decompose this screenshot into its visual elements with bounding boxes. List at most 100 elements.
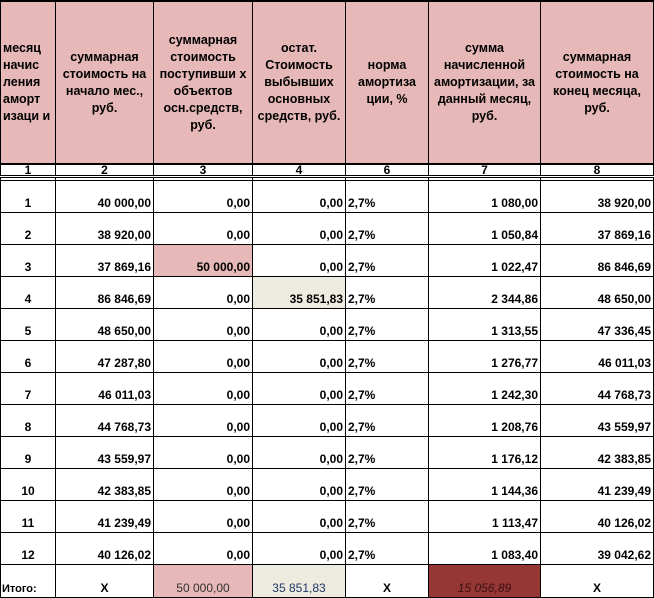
table-cell[interactable]: 37 869,16 [540, 212, 654, 245]
table-cell[interactable]: 86 846,69 [55, 276, 154, 309]
table-cell[interactable]: 2,7% [345, 500, 429, 533]
table-cell[interactable]: 2,7% [345, 244, 429, 277]
table-cell[interactable]: 12 [0, 532, 56, 565]
table-cell[interactable]: 86 846,69 [540, 244, 654, 277]
table-cell[interactable]: 2 344,86 [428, 276, 541, 309]
table-cell[interactable]: 7 [0, 372, 56, 405]
table-cell[interactable]: 38 920,00 [540, 180, 654, 213]
table-cell[interactable]: 0,00 [153, 340, 253, 373]
table-cell[interactable]: 44 768,73 [540, 372, 654, 405]
table-cell[interactable]: 2,7% [345, 532, 429, 565]
table-cell[interactable]: 0,00 [153, 404, 253, 437]
table-cell[interactable]: 1 083,40 [428, 532, 541, 565]
table-cell[interactable]: 0,00 [252, 180, 346, 213]
table-cell[interactable]: 4 [0, 276, 56, 309]
totals-cell[interactable]: X [345, 564, 429, 598]
table-cell[interactable]: 48 650,00 [540, 276, 654, 309]
table-cell[interactable]: 0,00 [252, 468, 346, 501]
table-cell[interactable]: 42 383,85 [540, 436, 654, 469]
table-cell[interactable]: 46 011,03 [540, 340, 654, 373]
table-cell[interactable]: 0,00 [252, 404, 346, 437]
totals-cell[interactable]: X [540, 564, 654, 598]
table-cell[interactable]: 35 851,83 [252, 276, 346, 309]
header-cell[interactable]: норма амортиза ции, % [345, 0, 429, 165]
table-cell[interactable]: 2,7% [345, 372, 429, 405]
table-cell[interactable]: 48 650,00 [55, 308, 154, 341]
table-cell[interactable]: 1 313,55 [428, 308, 541, 341]
table-cell[interactable]: 0,00 [153, 276, 253, 309]
totals-label[interactable]: Итого: [0, 564, 56, 598]
column-number[interactable]: 4 [252, 163, 346, 178]
totals-cell[interactable]: X [55, 564, 154, 598]
table-cell[interactable]: 0,00 [153, 500, 253, 533]
column-number[interactable]: 7 [428, 163, 541, 178]
table-cell[interactable]: 38 920,00 [55, 212, 154, 245]
table-cell[interactable]: 37 869,16 [55, 244, 154, 277]
table-cell[interactable]: 42 383,85 [55, 468, 154, 501]
column-number[interactable]: 6 [345, 163, 429, 178]
table-cell[interactable]: 0,00 [153, 212, 253, 245]
table-cell[interactable]: 2,7% [345, 308, 429, 341]
column-number[interactable]: 3 [153, 163, 253, 178]
table-cell[interactable]: 47 287,80 [55, 340, 154, 373]
table-cell[interactable]: 40 126,02 [540, 500, 654, 533]
column-number[interactable]: 8 [540, 163, 654, 178]
table-cell[interactable]: 1 080,00 [428, 180, 541, 213]
table-cell[interactable]: 50 000,00 [153, 244, 253, 277]
table-cell[interactable]: 0,00 [153, 308, 253, 341]
table-cell[interactable]: 10 [0, 468, 56, 501]
table-cell[interactable]: 9 [0, 436, 56, 469]
table-cell[interactable]: 0,00 [153, 532, 253, 565]
header-cell[interactable]: суммарная стоимость на начало мес., руб. [55, 0, 154, 165]
table-cell[interactable]: 1 050,84 [428, 212, 541, 245]
table-cell[interactable]: 43 559,97 [540, 404, 654, 437]
table-cell[interactable]: 8 [0, 404, 56, 437]
table-cell[interactable]: 1 022,47 [428, 244, 541, 277]
table-cell[interactable]: 39 042,62 [540, 532, 654, 565]
table-cell[interactable]: 2,7% [345, 436, 429, 469]
totals-cell[interactable]: 35 851,83 [252, 564, 346, 598]
table-cell[interactable]: 46 011,03 [55, 372, 154, 405]
table-cell[interactable]: 1 [0, 180, 56, 213]
table-cell[interactable]: 11 [0, 500, 56, 533]
table-cell[interactable]: 2,7% [345, 180, 429, 213]
header-cell[interactable]: месяц начис ления аморт изаци и [0, 0, 56, 165]
table-cell[interactable]: 1 276,77 [428, 340, 541, 373]
header-cell[interactable]: суммарная стоимость на конец месяца, руб… [540, 0, 654, 165]
table-cell[interactable]: 40 126,02 [55, 532, 154, 565]
table-cell[interactable]: 41 239,49 [55, 500, 154, 533]
table-cell[interactable]: 43 559,97 [55, 436, 154, 469]
table-cell[interactable]: 44 768,73 [55, 404, 154, 437]
table-cell[interactable]: 0,00 [153, 180, 253, 213]
table-cell[interactable]: 2,7% [345, 404, 429, 437]
table-cell[interactable]: 0,00 [252, 212, 346, 245]
table-cell[interactable]: 1 113,47 [428, 500, 541, 533]
table-cell[interactable]: 5 [0, 308, 56, 341]
table-cell[interactable]: 1 208,76 [428, 404, 541, 437]
table-cell[interactable]: 1 242,30 [428, 372, 541, 405]
table-cell[interactable]: 6 [0, 340, 56, 373]
totals-cell[interactable]: 50 000,00 [153, 564, 253, 598]
table-cell[interactable]: 41 239,49 [540, 468, 654, 501]
totals-cell[interactable]: 15 056,89 [428, 564, 541, 598]
table-cell[interactable]: 0,00 [252, 436, 346, 469]
table-cell[interactable]: 0,00 [252, 340, 346, 373]
table-cell[interactable]: 0,00 [252, 308, 346, 341]
table-cell[interactable]: 0,00 [252, 532, 346, 565]
table-cell[interactable]: 0,00 [252, 372, 346, 405]
table-cell[interactable]: 40 000,00 [55, 180, 154, 213]
table-cell[interactable]: 3 [0, 244, 56, 277]
table-cell[interactable]: 0,00 [153, 468, 253, 501]
table-cell[interactable]: 0,00 [153, 372, 253, 405]
table-cell[interactable]: 1 144,36 [428, 468, 541, 501]
table-cell[interactable]: 47 336,45 [540, 308, 654, 341]
table-cell[interactable]: 0,00 [252, 244, 346, 277]
table-cell[interactable]: 2,7% [345, 468, 429, 501]
table-cell[interactable]: 1 176,12 [428, 436, 541, 469]
table-cell[interactable]: 2,7% [345, 276, 429, 309]
header-cell[interactable]: сумма начисленной амортизации, за данный… [428, 0, 541, 165]
column-number[interactable]: 2 [55, 163, 154, 178]
header-cell[interactable]: остат. Стоимость выбывших основных средс… [252, 0, 346, 165]
table-cell[interactable]: 2,7% [345, 340, 429, 373]
table-cell[interactable]: 2,7% [345, 212, 429, 245]
